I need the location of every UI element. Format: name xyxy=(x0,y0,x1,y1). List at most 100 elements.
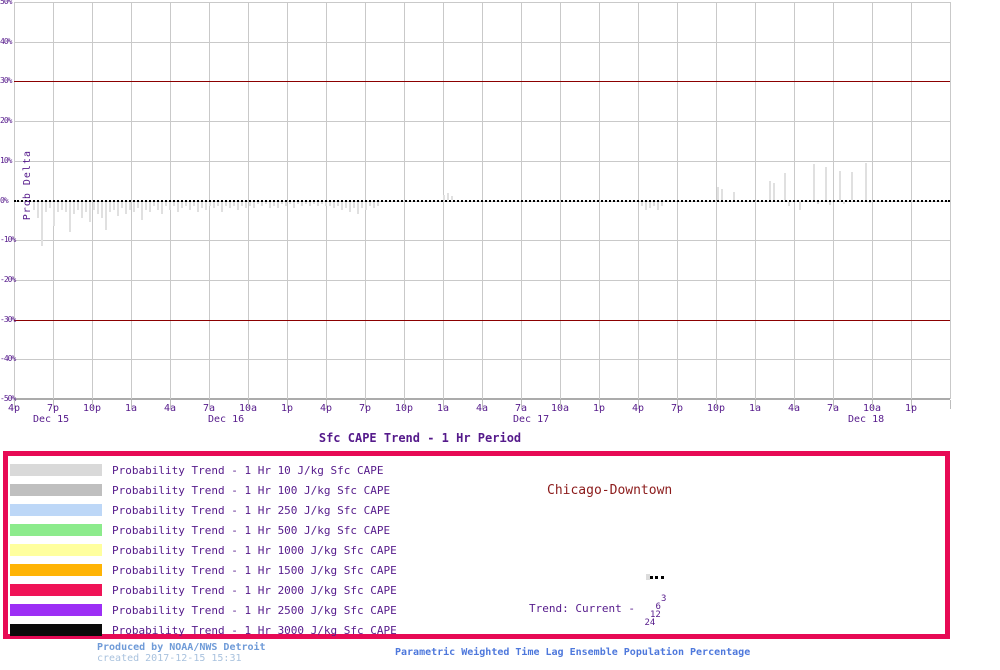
y-tick-label: -40% xyxy=(0,354,16,364)
legend-swatch xyxy=(10,464,102,476)
trend-bar xyxy=(369,200,371,207)
trend-bar xyxy=(843,200,845,204)
x-date-label: Dec 16 xyxy=(208,414,245,425)
trend-bar xyxy=(109,200,111,213)
x-tick-mark xyxy=(599,400,600,409)
legend-box: Probability Trend - 1 Hr 10 J/kg Sfc CAP… xyxy=(3,451,950,639)
trend-bar xyxy=(329,200,331,207)
trend-sample-bar xyxy=(646,574,650,580)
trend-bar xyxy=(241,200,243,207)
station-name: Chicago-Downtown xyxy=(547,483,673,498)
trend-bar xyxy=(257,200,259,205)
trend-bar xyxy=(813,163,815,201)
trend-bar xyxy=(839,170,841,201)
legend-item: Probability Trend - 1 Hr 1500 J/kg Sfc C… xyxy=(8,561,945,581)
legend-item: Probability Trend - 1 Hr 250 J/kg Sfc CA… xyxy=(8,501,945,521)
trend-bar xyxy=(33,200,35,211)
trend-bar xyxy=(77,200,79,211)
legend-swatch xyxy=(10,504,102,516)
legend-item: Probability Trend - 1 Hr 10 J/kg Sfc CAP… xyxy=(8,461,945,481)
trend-bar xyxy=(373,200,375,209)
trend-period-value: 3 xyxy=(661,594,667,604)
legend-item-label: Probability Trend - 1 Hr 1000 J/kg Sfc C… xyxy=(112,544,397,557)
trend-bar xyxy=(121,200,123,209)
footer-created-timestamp: created 2017-12-15 15:31 xyxy=(97,653,242,664)
zero-line xyxy=(14,199,950,202)
trend-bar xyxy=(253,200,255,209)
x-tick-mark xyxy=(833,400,834,409)
trend-bar xyxy=(129,200,131,211)
footer-description: Parametric Weighted Time Lag Ensemble Po… xyxy=(395,647,751,658)
x-tick-mark xyxy=(287,400,288,409)
x-tick-mark xyxy=(482,400,483,409)
legend-item-label: Probability Trend - 1 Hr 10 J/kg Sfc CAP… xyxy=(112,464,384,477)
trend-bar xyxy=(145,200,147,211)
x-tick-mark xyxy=(14,400,15,409)
y-tick-label: -50% xyxy=(0,394,16,403)
legend-item-label: Probability Trend - 1 Hr 2500 J/kg Sfc C… xyxy=(112,604,397,617)
trend-bar xyxy=(281,200,283,205)
trend-bar xyxy=(333,200,335,209)
x-tick-mark xyxy=(638,400,639,409)
trend-bar xyxy=(265,200,267,205)
trend-bar xyxy=(177,200,179,213)
trend-current-line-sample xyxy=(650,576,664,579)
trend-bar xyxy=(313,200,315,205)
legend-item: Probability Trend - 1 Hr 3000 J/kg Sfc C… xyxy=(8,621,945,641)
trend-bar xyxy=(101,200,103,219)
trend-bar xyxy=(249,200,251,207)
x-tick-mark xyxy=(677,400,678,409)
trend-bar xyxy=(133,200,135,213)
y-axis-title: Prob Delta xyxy=(22,150,33,221)
x-tick-mark xyxy=(170,400,171,409)
trend-bar xyxy=(153,200,155,207)
trend-bar xyxy=(141,200,143,221)
trend-bar xyxy=(261,200,263,207)
legend-item-label: Probability Trend - 1 Hr 3000 J/kg Sfc C… xyxy=(112,624,397,637)
trend-bar xyxy=(357,200,359,215)
trend-bar xyxy=(769,180,771,201)
trend-bar xyxy=(285,200,287,207)
trend-bar xyxy=(69,200,71,233)
trend-bar xyxy=(309,200,311,207)
x-tick-mark xyxy=(755,400,756,409)
x-tick-mark xyxy=(521,400,522,409)
trend-bar xyxy=(788,200,790,207)
trend-bar xyxy=(293,200,295,209)
trend-bar xyxy=(641,200,643,207)
trend-bar xyxy=(657,200,659,211)
trend-bar xyxy=(161,200,163,215)
x-date-label: Dec 18 xyxy=(848,414,885,425)
legend-item: Probability Trend - 1 Hr 500 J/kg Sfc CA… xyxy=(8,521,945,541)
trend-bar xyxy=(93,200,95,211)
trend-bar xyxy=(349,200,351,213)
chart-title: Sfc CAPE Trend - 1 Hr Period xyxy=(318,431,522,445)
trend-bar xyxy=(217,200,219,207)
y-tick-label: 20% xyxy=(0,116,12,126)
trend-bar xyxy=(73,200,75,215)
trend-bar xyxy=(225,200,227,207)
y-tick-label: -10% xyxy=(0,235,16,245)
legend-item: Probability Trend - 1 Hr 2000 J/kg Sfc C… xyxy=(8,581,945,601)
trend-bar xyxy=(53,200,55,227)
trend-bar xyxy=(869,200,871,203)
trend-bar xyxy=(185,200,187,207)
trend-bar xyxy=(37,200,39,219)
legend-item: Probability Trend - 1 Hr 2500 J/kg Sfc C… xyxy=(8,601,945,621)
trend-bar xyxy=(661,200,663,207)
trend-bar xyxy=(45,200,47,213)
legend-item-label: Probability Trend - 1 Hr 250 J/kg Sfc CA… xyxy=(112,504,391,517)
x-tick-mark xyxy=(209,400,210,409)
trend-bar xyxy=(41,200,43,247)
trend-bar xyxy=(221,200,223,213)
legend-item-label: Probability Trend - 1 Hr 500 J/kg Sfc CA… xyxy=(112,524,391,537)
trend-bar xyxy=(193,200,195,207)
legend-item-label: Probability Trend - 1 Hr 100 J/kg Sfc CA… xyxy=(112,484,391,497)
y-tick-label: 30% xyxy=(0,76,12,86)
trend-period-value: 12 xyxy=(650,610,661,620)
plot-area xyxy=(14,2,951,400)
trend-bar xyxy=(65,200,67,213)
threshold-line xyxy=(14,81,950,83)
trend-bar xyxy=(361,200,363,209)
x-tick-mark xyxy=(911,400,912,409)
